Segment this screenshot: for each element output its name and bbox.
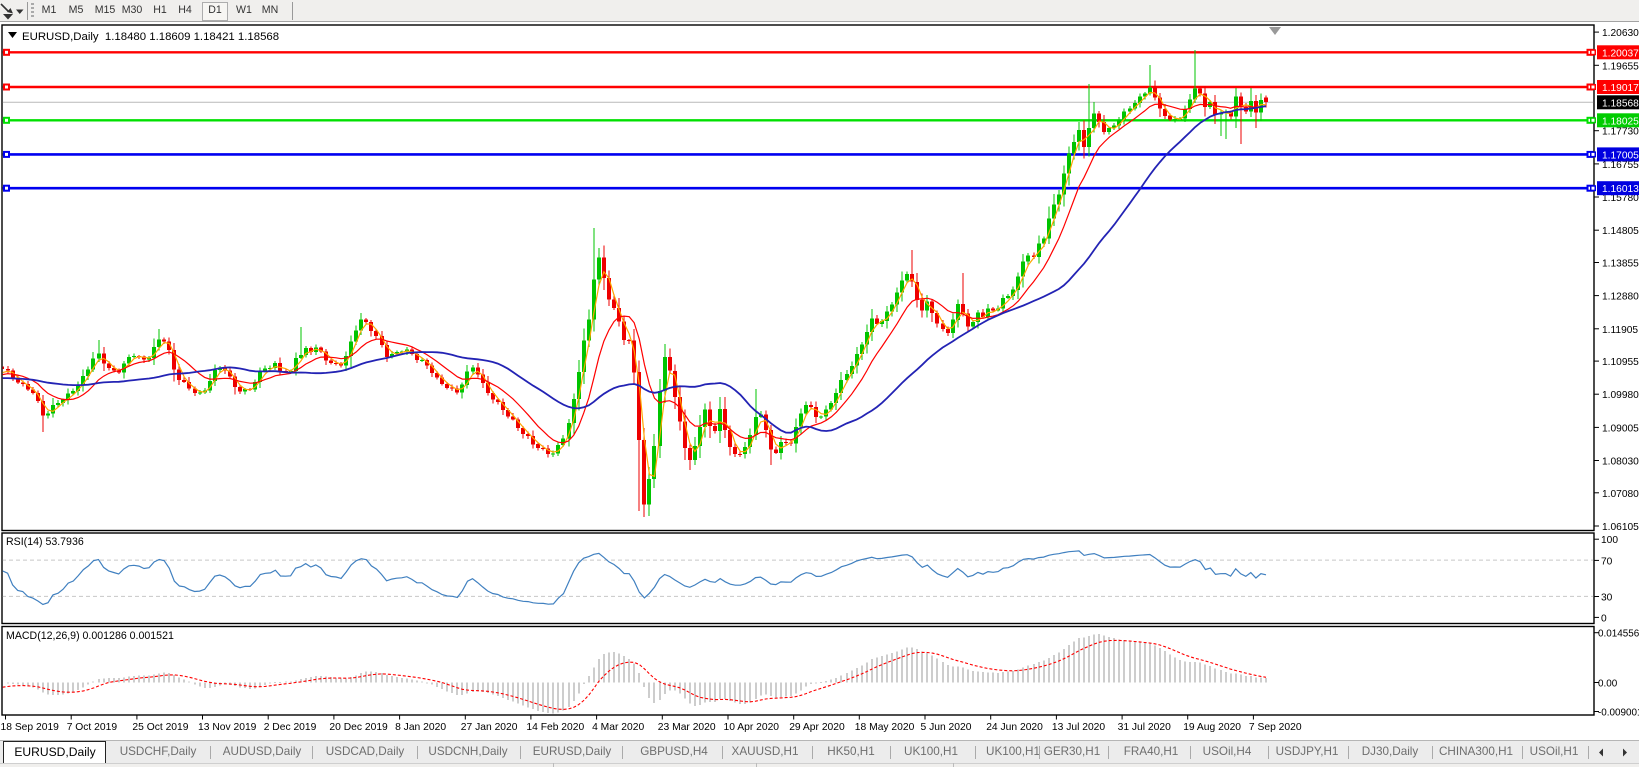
svg-text:2 Dec 2019: 2 Dec 2019: [264, 722, 317, 733]
svg-text:1.19017: 1.19017: [1602, 83, 1639, 94]
svg-text:1.20037: 1.20037: [1602, 48, 1639, 59]
svg-text:29 Apr 2020: 29 Apr 2020: [789, 722, 845, 733]
svg-text:23 Mar 2020: 23 Mar 2020: [658, 722, 716, 733]
svg-text:0.00: 0.00: [1598, 679, 1618, 690]
svg-text:1.07080: 1.07080: [1602, 489, 1639, 500]
svg-text:7 Sep 2020: 7 Sep 2020: [1249, 722, 1302, 733]
svg-text:1.20630: 1.20630: [1602, 28, 1639, 39]
svg-text:1.15780: 1.15780: [1602, 193, 1639, 204]
svg-text:1.17005: 1.17005: [1602, 150, 1639, 161]
svg-text:8 Jan 2020: 8 Jan 2020: [395, 722, 446, 733]
svg-text:1.12880: 1.12880: [1602, 292, 1639, 303]
svg-text:1.06105: 1.06105: [1602, 522, 1639, 533]
svg-text:100: 100: [1601, 535, 1618, 546]
svg-text:1.18568: 1.18568: [1602, 98, 1639, 109]
svg-text:1.08030: 1.08030: [1602, 457, 1639, 468]
svg-text:18 Sep 2019: 18 Sep 2019: [1, 722, 60, 733]
svg-text:1.16013: 1.16013: [1602, 184, 1639, 195]
svg-text:18 May 2020: 18 May 2020: [855, 722, 915, 733]
svg-text:14 Feb 2020: 14 Feb 2020: [526, 722, 584, 733]
svg-text:1.09005: 1.09005: [1602, 423, 1639, 434]
svg-text:13 Jul 2020: 13 Jul 2020: [1052, 722, 1106, 733]
svg-text:-0.009001: -0.009001: [1598, 708, 1639, 719]
svg-text:0.014556: 0.014556: [1598, 629, 1639, 640]
svg-text:1.10955: 1.10955: [1602, 357, 1639, 368]
svg-text:1.14805: 1.14805: [1602, 226, 1639, 237]
svg-text:7 Oct 2019: 7 Oct 2019: [67, 722, 118, 733]
svg-text:MACD(12,26,9) 0.001286 0.00152: MACD(12,26,9) 0.001286 0.001521: [6, 630, 174, 642]
svg-text:4 Mar 2020: 4 Mar 2020: [592, 722, 644, 733]
svg-text:0: 0: [1601, 613, 1607, 624]
svg-text:EURUSD,Daily 1.18480 1.18609: EURUSD,Daily 1.18480 1.18609 1.18421 1.1…: [22, 31, 279, 43]
svg-text:1.13855: 1.13855: [1602, 259, 1639, 270]
svg-text:30: 30: [1601, 593, 1613, 604]
svg-text:1.17730: 1.17730: [1602, 127, 1639, 138]
svg-text:1.11905: 1.11905: [1602, 325, 1638, 336]
svg-text:10 Apr 2020: 10 Apr 2020: [724, 722, 780, 733]
svg-text:27 Jan 2020: 27 Jan 2020: [461, 722, 518, 733]
svg-text:1.19655: 1.19655: [1602, 61, 1639, 72]
svg-text:70: 70: [1601, 556, 1613, 567]
svg-text:24 Jun 2020: 24 Jun 2020: [986, 722, 1043, 733]
svg-text:31 Jul 2020: 31 Jul 2020: [1118, 722, 1172, 733]
svg-text:1.09980: 1.09980: [1602, 390, 1639, 401]
svg-text:5 Jun 2020: 5 Jun 2020: [921, 722, 972, 733]
svg-text:RSI(14) 53.7936: RSI(14) 53.7936: [6, 536, 84, 548]
svg-text:20 Dec 2019: 20 Dec 2019: [329, 722, 388, 733]
svg-text:25 Oct 2019: 25 Oct 2019: [132, 722, 188, 733]
svg-text:19 Aug 2020: 19 Aug 2020: [1183, 722, 1241, 733]
svg-text:13 Nov 2019: 13 Nov 2019: [198, 722, 257, 733]
svg-text:1.16755: 1.16755: [1602, 160, 1639, 171]
svg-text:1.18025: 1.18025: [1602, 116, 1639, 127]
